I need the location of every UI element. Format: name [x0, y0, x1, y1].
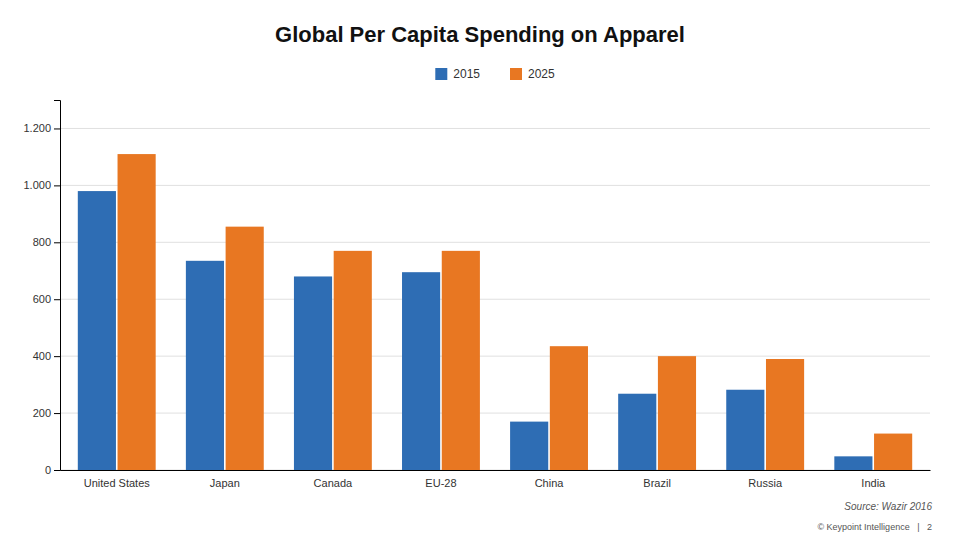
bar: [726, 390, 764, 470]
x-tick-label: China: [535, 477, 565, 489]
bar: [226, 227, 264, 470]
chart-svg: 0 200 400 600 800 1.000 1.200 United States Japa…: [0, 0, 960, 540]
y-tick: 800: [33, 236, 60, 248]
annotation: © Keypoint Intelligence | 2: [817, 522, 932, 532]
y-tick-label: 200: [33, 407, 51, 419]
bar: [78, 191, 116, 470]
legend-item: 2025: [510, 67, 555, 81]
bar: [186, 261, 224, 470]
y-tick: 1.200: [23, 122, 60, 134]
annotation: Source: Wazir 2016: [844, 501, 932, 512]
x-tick: Japan: [210, 470, 240, 489]
y-tick-label: 1.000: [23, 179, 51, 191]
y-tick: 0: [45, 464, 60, 476]
x-tick-label: Canada: [314, 477, 353, 489]
x-tick-label: Japan: [210, 477, 240, 489]
y-tick-mark: [54, 128, 60, 129]
y-tick-label: 600: [33, 293, 51, 305]
legend-label: 2025: [528, 67, 555, 81]
x-tick: Brazil: [643, 470, 671, 489]
x-tick: India: [861, 470, 886, 489]
y-tick-label: 400: [33, 350, 51, 362]
bar: [766, 359, 804, 470]
bar-series: [78, 191, 873, 470]
y-tick-mark: [54, 299, 60, 300]
bar: [510, 422, 548, 470]
x-tick-label: EU-28: [425, 477, 456, 489]
y-tick: 200: [33, 407, 60, 419]
y-tick: 600: [33, 293, 60, 305]
y-tick-mark: [54, 242, 60, 243]
x-tick-label: Brazil: [643, 477, 671, 489]
y-axis-line: [54, 101, 61, 471]
bar: [294, 276, 332, 470]
legend: 2015 2025: [435, 67, 555, 81]
bar-series: [118, 154, 913, 470]
y-tick-label: 1.200: [23, 122, 51, 134]
x-tick: United States: [84, 470, 151, 489]
x-axis: United States Japan Canada EU-28 China Brazil…: [61, 470, 931, 489]
legend-swatch: [510, 68, 522, 80]
bar: [442, 251, 480, 470]
y-tick: 400: [33, 350, 60, 362]
bar: [550, 346, 588, 470]
x-tick-label: Russia: [748, 477, 783, 489]
bar: [334, 251, 372, 470]
bar: [874, 434, 912, 470]
y-tick-mark: [54, 470, 60, 471]
x-tick-label: United States: [84, 477, 151, 489]
bar: [658, 356, 696, 470]
y-tick-mark: [54, 356, 60, 357]
title: Global Per Capita Spending on Apparel: [275, 22, 685, 47]
grid-line: [60, 242, 930, 243]
bar: [834, 456, 872, 470]
bars: [78, 154, 912, 470]
y-tick-mark: [54, 413, 60, 414]
grid-line: [60, 128, 930, 129]
grid: [60, 128, 930, 470]
y-axis: 0 200 400 600 800 1.000 1.200: [23, 101, 60, 477]
y-tick: 1.000: [23, 179, 60, 191]
legend-swatch: [435, 68, 447, 80]
x-tick: EU-28: [425, 470, 456, 489]
legend-item: 2015: [435, 67, 480, 81]
x-tick: China: [535, 470, 565, 489]
x-axis-line: [61, 470, 931, 471]
x-tick: Canada: [314, 470, 353, 489]
bar: [618, 394, 656, 470]
x-tick-label: India: [861, 477, 886, 489]
bar: [402, 272, 440, 470]
bar: [118, 154, 156, 470]
y-tick-label: 0: [45, 464, 51, 476]
grid-line: [60, 185, 930, 186]
chart-container: 0 200 400 600 800 1.000 1.200 United States Japa…: [0, 0, 960, 540]
y-tick-label: 800: [33, 236, 51, 248]
x-tick: Russia: [748, 470, 783, 489]
y-tick-mark: [54, 185, 60, 186]
legend-label: 2015: [453, 67, 480, 81]
